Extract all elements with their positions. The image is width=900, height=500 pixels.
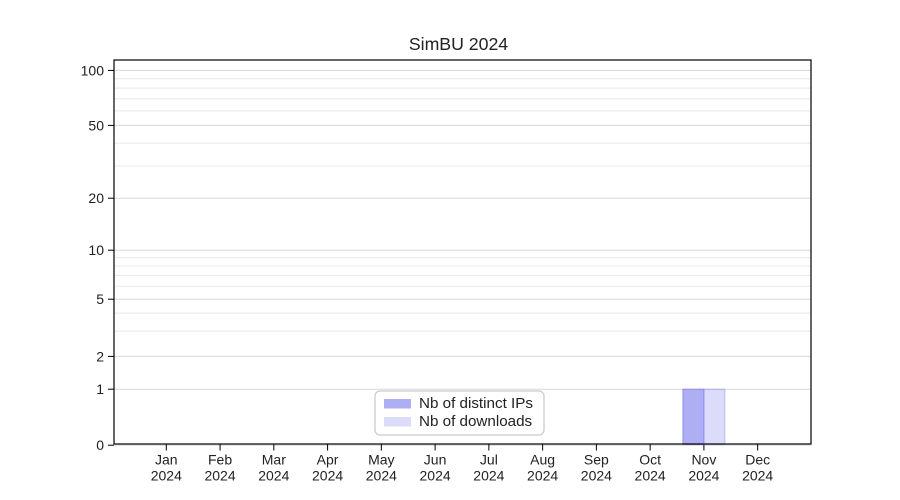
svg-text:2: 2 <box>96 348 104 364</box>
svg-text:Oct: Oct <box>639 452 661 468</box>
svg-text:50: 50 <box>88 117 104 133</box>
svg-text:Jan: Jan <box>155 452 178 468</box>
svg-text:2024: 2024 <box>635 468 666 484</box>
svg-text:2024: 2024 <box>420 468 451 484</box>
svg-text:5: 5 <box>96 291 104 307</box>
svg-text:2024: 2024 <box>366 468 397 484</box>
svg-text:0: 0 <box>96 437 104 453</box>
svg-text:2024: 2024 <box>688 468 719 484</box>
svg-text:Nov: Nov <box>691 452 716 468</box>
svg-text:2024: 2024 <box>312 468 343 484</box>
svg-text:Aug: Aug <box>530 452 555 468</box>
svg-text:100: 100 <box>81 62 105 78</box>
svg-text:Dec: Dec <box>745 452 770 468</box>
svg-text:Apr: Apr <box>317 452 339 468</box>
svg-text:10: 10 <box>88 242 104 258</box>
svg-text:20: 20 <box>88 190 104 206</box>
svg-text:Feb: Feb <box>208 452 232 468</box>
svg-text:Jul: Jul <box>480 452 498 468</box>
svg-text:2024: 2024 <box>581 468 612 484</box>
svg-text:1: 1 <box>96 381 104 397</box>
svg-text:May: May <box>368 452 394 468</box>
svg-text:2024: 2024 <box>527 468 558 484</box>
svg-text:2024: 2024 <box>258 468 289 484</box>
svg-text:Sep: Sep <box>584 452 609 468</box>
svg-text:2024: 2024 <box>204 468 235 484</box>
svg-text:Nb of downloads: Nb of downloads <box>419 413 533 430</box>
svg-text:2024: 2024 <box>742 468 773 484</box>
svg-text:2024: 2024 <box>151 468 182 484</box>
svg-text:SimBU 2024: SimBU 2024 <box>409 34 508 54</box>
svg-text:Jun: Jun <box>424 452 447 468</box>
svg-text:Mar: Mar <box>262 452 286 468</box>
svg-text:Nb of distinct IPs: Nb of distinct IPs <box>419 395 533 412</box>
svg-text:2024: 2024 <box>473 468 504 484</box>
